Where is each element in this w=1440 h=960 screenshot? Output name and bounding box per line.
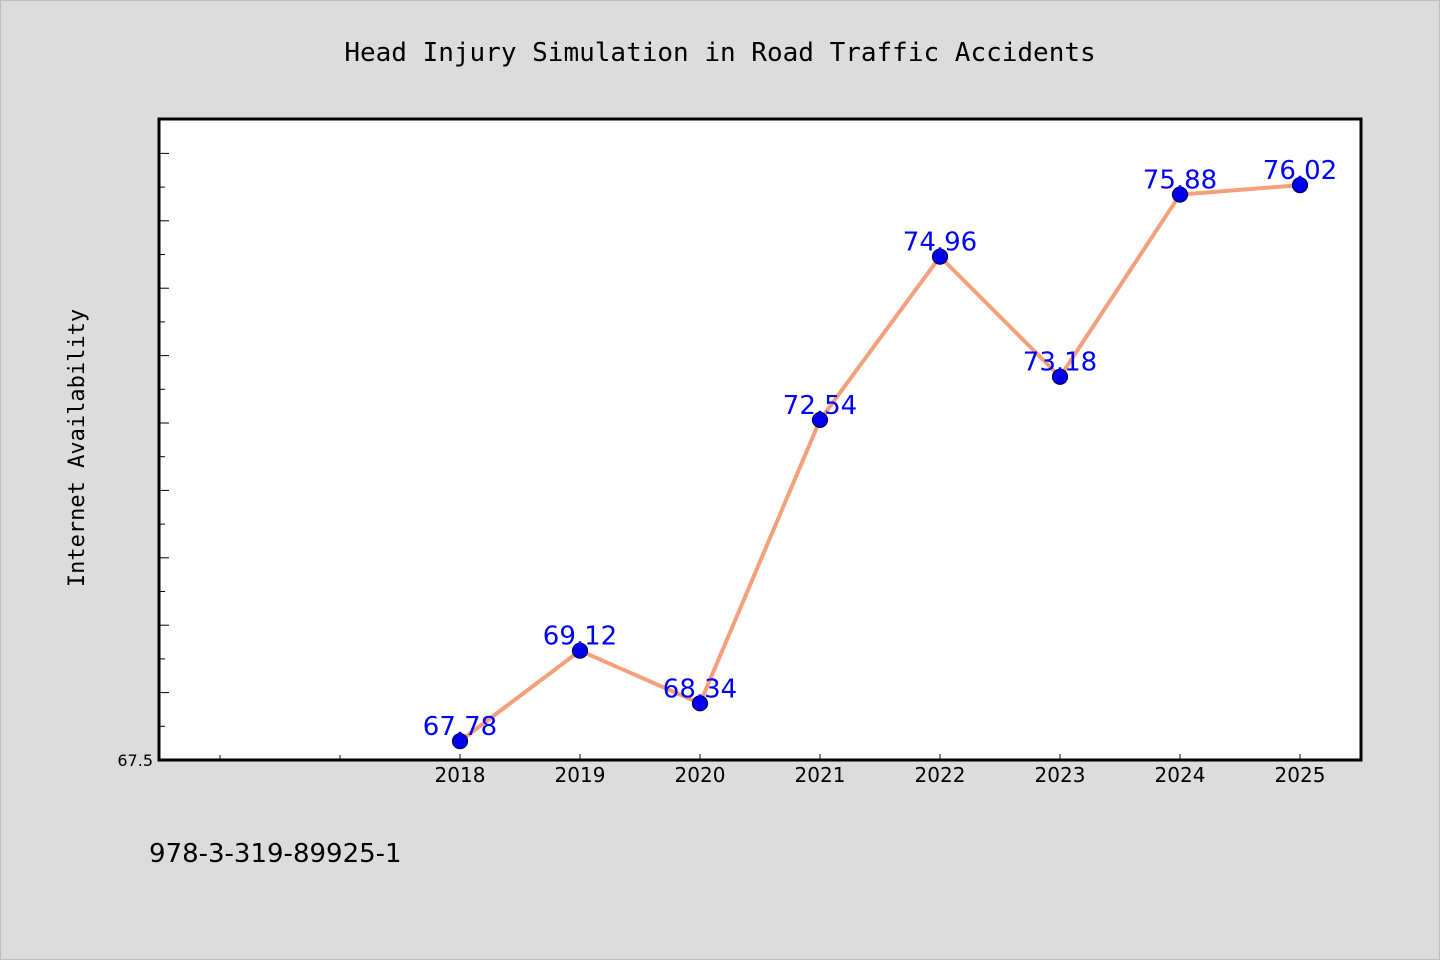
- data-point: [811, 411, 829, 429]
- x-tick-label: 2020: [675, 763, 726, 787]
- x-tick-label: 2018: [435, 763, 486, 787]
- y-tick-label: 67.5: [117, 751, 153, 770]
- data-point: [1291, 177, 1309, 194]
- x-tick-label: 2022: [915, 763, 966, 787]
- x-tick-label: 2025: [1275, 763, 1326, 787]
- plot-area: [157, 117, 1363, 762]
- data-point: [931, 248, 949, 265]
- footer-isbn: 978-3-319-89925-1: [149, 839, 402, 869]
- data-label: 76.02: [1263, 156, 1337, 186]
- data-point: [451, 733, 469, 750]
- data-label: 74.96: [903, 228, 977, 258]
- x-axis-ticks: 2018 2019 2020 2021 2022 2023 2024 2025: [219, 754, 1326, 787]
- x-tick-label: 2021: [795, 763, 846, 787]
- data-label-layer: 67.78 69.12 68.34 72.54 74.96 73.18 75.88 76.02: [423, 156, 1337, 742]
- series-layer: [451, 177, 1309, 750]
- series-line: [458, 183, 1301, 743]
- x-tick-label: 2019: [555, 763, 606, 787]
- data-point: [1171, 186, 1189, 203]
- data-label: 69.12: [543, 622, 617, 652]
- y-axis-label: Internet Availability: [65, 309, 90, 587]
- data-label: 68.34: [663, 674, 737, 704]
- y-axis-ticks: [159, 152, 169, 761]
- data-point: [571, 642, 589, 659]
- chart-title: Head Injury Simulation in Road Traffic A…: [344, 38, 1095, 68]
- data-label: 75.88: [1143, 166, 1217, 196]
- data-label: 73.18: [1023, 348, 1097, 378]
- data-point: [1051, 368, 1069, 385]
- x-tick-label: 2024: [1155, 763, 1206, 787]
- data-point: [691, 695, 709, 712]
- data-label: 72.54: [783, 391, 857, 421]
- data-label: 67.78: [423, 712, 497, 742]
- x-tick-label: 2023: [1035, 763, 1086, 787]
